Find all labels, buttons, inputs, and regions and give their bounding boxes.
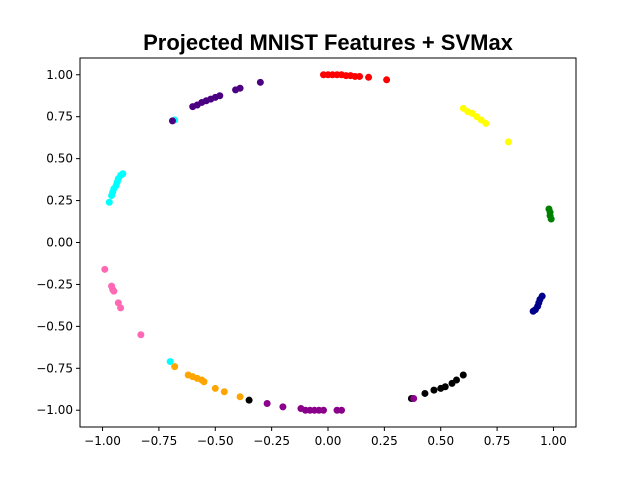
data-point xyxy=(200,378,208,386)
x-tick-label: −1.00 xyxy=(84,434,121,448)
data-point xyxy=(236,393,244,401)
x-tick-label: −0.25 xyxy=(253,434,290,448)
x-axis: −1.00 −0.75 −0.50 −0.25 0.00 0.25 0.50 0.75 1.00 xyxy=(84,427,567,448)
data-point xyxy=(101,265,109,273)
data-points xyxy=(101,71,555,414)
data-point xyxy=(245,396,253,404)
data-point xyxy=(166,358,174,366)
y-tick-label: 1.00 xyxy=(46,68,73,82)
data-point xyxy=(263,400,271,408)
y-tick-label: 0.00 xyxy=(46,236,73,250)
data-point xyxy=(482,119,490,127)
data-point xyxy=(383,76,391,84)
data-point xyxy=(119,170,127,178)
data-point xyxy=(216,92,224,100)
y-tick-label: −1.00 xyxy=(36,403,73,417)
x-tick-label: 1.00 xyxy=(540,434,567,448)
data-point xyxy=(430,386,438,394)
data-point xyxy=(441,383,449,391)
data-point xyxy=(453,376,461,384)
x-tick-label: 0.50 xyxy=(427,434,454,448)
y-tick-label: 0.50 xyxy=(46,152,73,166)
data-point xyxy=(171,363,179,371)
chart-title: Projected MNIST Features + SVMax xyxy=(143,30,514,55)
data-point xyxy=(338,406,346,414)
data-point xyxy=(236,84,244,92)
data-point xyxy=(504,138,512,146)
data-point xyxy=(117,304,125,312)
data-point xyxy=(256,78,264,86)
data-point xyxy=(319,406,327,414)
y-tick-label: −0.50 xyxy=(36,319,73,333)
x-tick-label: 0.75 xyxy=(484,434,511,448)
data-point xyxy=(421,389,429,397)
data-point xyxy=(410,394,418,402)
data-point xyxy=(110,287,118,295)
x-tick-label: −0.50 xyxy=(197,434,234,448)
data-point xyxy=(365,73,373,81)
data-point xyxy=(356,72,364,80)
data-point xyxy=(547,215,555,223)
data-point xyxy=(211,384,219,392)
data-point xyxy=(220,388,228,396)
y-tick-label: −0.75 xyxy=(36,361,73,375)
y-tick-label: 0.75 xyxy=(46,110,73,124)
y-axis: 1.00 0.75 0.50 0.25 0.00 −0.25 −0.50 −0.75 −1.00 xyxy=(36,68,80,417)
data-point xyxy=(529,307,537,315)
x-tick-label: 0.00 xyxy=(315,434,342,448)
data-point xyxy=(105,198,113,206)
data-point xyxy=(137,331,145,339)
data-point xyxy=(168,117,176,125)
y-tick-label: −0.25 xyxy=(36,277,73,291)
y-tick-label: 0.25 xyxy=(46,194,73,208)
x-tick-label: 0.25 xyxy=(371,434,398,448)
data-point xyxy=(279,403,287,411)
x-tick-label: −0.75 xyxy=(141,434,178,448)
data-point xyxy=(459,371,467,379)
